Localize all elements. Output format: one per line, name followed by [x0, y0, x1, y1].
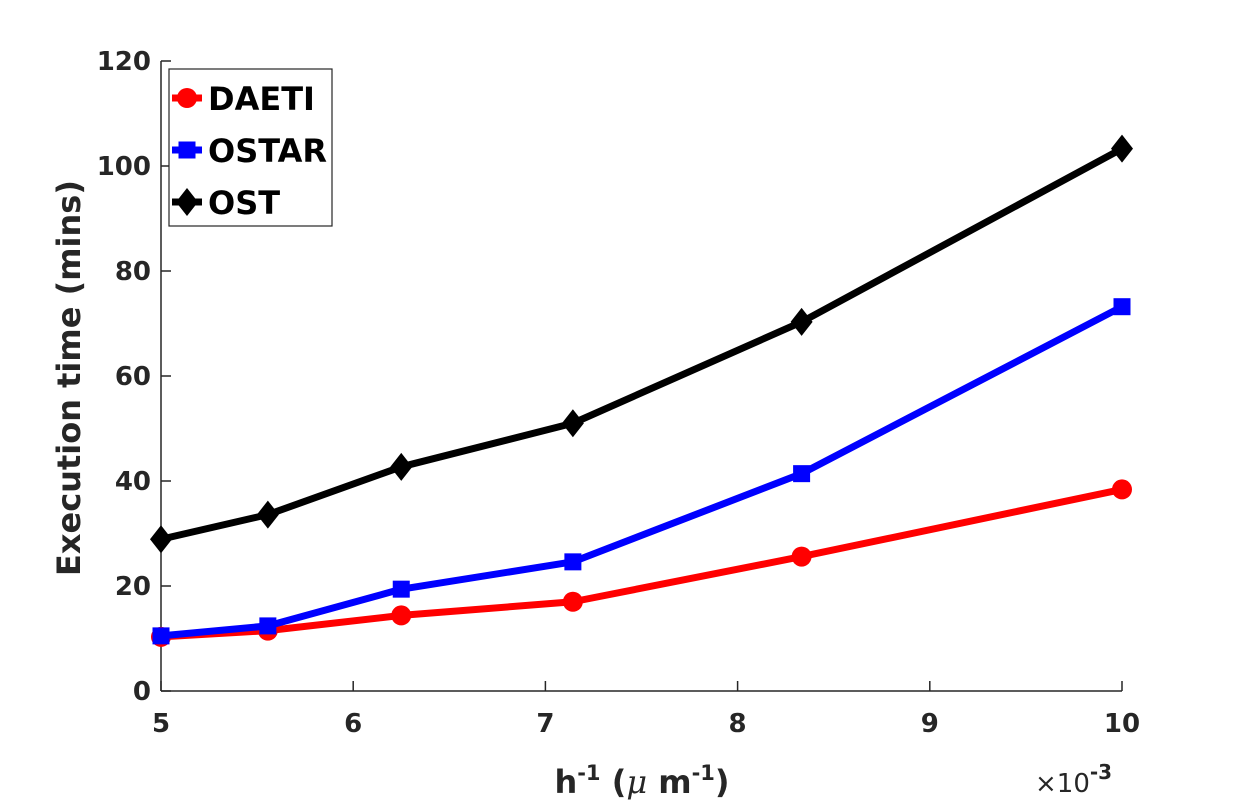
series-ost	[150, 134, 1133, 554]
data-point-ost	[790, 307, 813, 336]
y-tick-label: 0	[133, 677, 151, 707]
series-line-ostar	[160, 303, 1124, 640]
data-point-ost	[1111, 134, 1133, 163]
x-tick-label: 5	[152, 709, 170, 739]
legend-marker-ostar	[178, 141, 196, 159]
data-point-ost	[390, 452, 413, 481]
data-point-ost	[561, 409, 584, 438]
series-layer	[150, 134, 1133, 647]
y-tick-label: 40	[115, 467, 151, 497]
y-tick-label: 100	[97, 152, 151, 182]
data-point-daeti	[562, 591, 583, 612]
series-ostar	[152, 298, 1131, 645]
x-tick-label: 9	[921, 709, 939, 739]
x-tick-label: 10	[1104, 709, 1140, 739]
legend-label-daeti: DAETI	[208, 80, 315, 118]
legend-label-ostar: OSTAR	[208, 132, 327, 170]
x-tick-label: 7	[536, 709, 554, 739]
legend-item-ostar: OSTAR	[172, 132, 327, 170]
data-point-daeti	[391, 605, 412, 626]
legend-item-daeti: DAETI	[172, 80, 315, 118]
y-tick-label: 80	[115, 257, 151, 287]
legend-item-ost: OST	[172, 184, 280, 222]
data-point-ostar	[793, 465, 811, 483]
legend: DAETI OSTAR OST	[168, 68, 333, 227]
data-point-ostar	[152, 627, 170, 645]
data-point-ostar	[259, 617, 277, 635]
data-point-ostar	[564, 553, 582, 571]
y-tick-label: 20	[115, 572, 151, 602]
y-tick-label: 120	[97, 47, 151, 77]
data-point-ost	[256, 500, 279, 529]
x-tick-label: 8	[729, 709, 747, 739]
legend-marker-ost	[176, 188, 198, 216]
x-axis-title: h-1 (μ m-1)	[554, 761, 729, 801]
data-point-daeti	[791, 546, 812, 567]
y-tick-label: 60	[115, 362, 151, 392]
data-point-daeti	[1112, 479, 1132, 500]
y-axis-title-text: Execution time (mins)	[50, 180, 88, 576]
data-point-ostar	[392, 580, 410, 598]
legend-marker-daeti	[177, 88, 197, 108]
series-line-ost	[160, 145, 1124, 543]
x-tick-label: 6	[344, 709, 362, 739]
x-exponent-label: ×10-3	[1035, 760, 1112, 799]
legend-label-ost: OST	[208, 184, 280, 222]
y-axis-title: Execution time (mins)	[50, 180, 88, 576]
series-line-daeti	[160, 485, 1123, 641]
data-point-ostar	[1113, 298, 1131, 316]
data-point-ost	[150, 525, 172, 554]
